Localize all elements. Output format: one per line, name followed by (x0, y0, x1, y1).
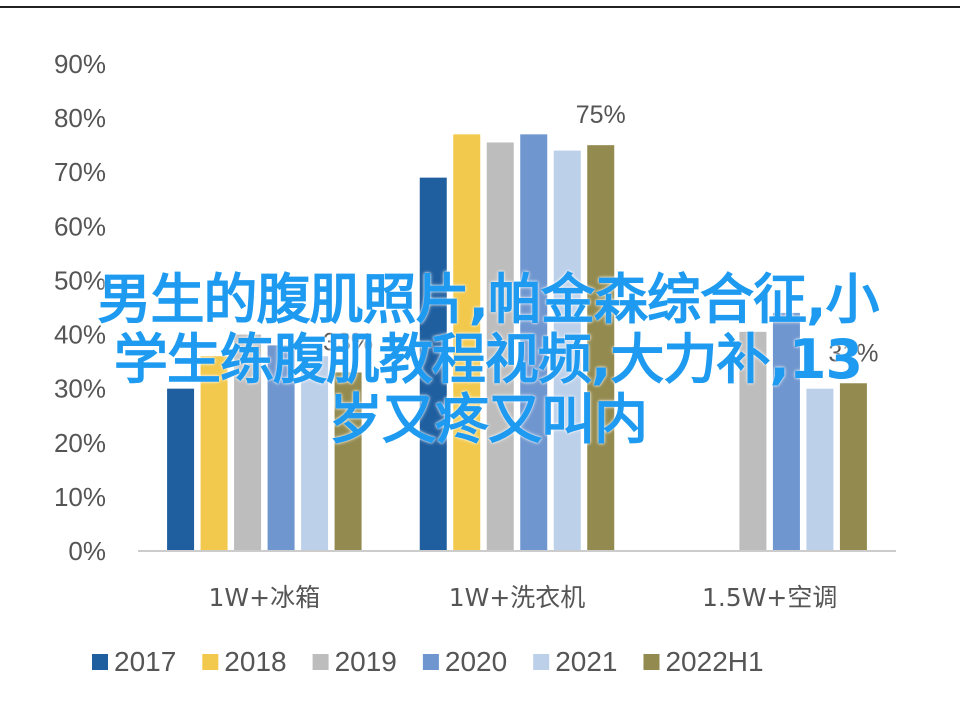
bar-2018-1 (453, 134, 481, 551)
category-label: 1.5W+空调 (702, 583, 837, 612)
legend-label: 2019 (335, 646, 397, 677)
legend-swatch (202, 654, 219, 670)
legend-label: 2017 (114, 646, 176, 677)
bar-2020-1 (520, 134, 548, 551)
top-border (0, 6, 960, 8)
bar-2022H1-1 (587, 145, 615, 551)
bar-2017-0 (167, 388, 195, 551)
bar-2021-1 (553, 150, 581, 552)
bars (167, 134, 867, 552)
legend-swatch (92, 654, 108, 670)
y-tick-label: 0% (68, 536, 106, 566)
bar-2021-0 (301, 356, 329, 551)
y-tick-label: 30% (54, 374, 106, 404)
category-label: 1W+冰箱 (209, 583, 321, 612)
bar-2020-0 (267, 345, 295, 551)
overlay-line-2: 学生练腹肌教程视频,大力补,13 (113, 328, 863, 391)
y-tick-label: 70% (54, 157, 106, 187)
data-labels: 33% 75% 31% (323, 101, 878, 367)
bar-2021-2 (806, 388, 834, 551)
bar-2022H1-0 (334, 372, 362, 551)
y-axis-ticks: 0% 10% 20% 30% 40% 50% 60% 70% 80% 90% (54, 49, 106, 566)
legend-swatch (422, 654, 439, 670)
legend-swatch (643, 654, 660, 670)
legend-label: 2022H1 (665, 646, 763, 677)
bar-2017-1 (419, 177, 447, 551)
y-tick-label: 10% (54, 482, 106, 512)
legend-label: 2020 (445, 646, 507, 677)
legend-swatch (533, 654, 550, 670)
category-labels: 1W+冰箱 1W+洗衣机 1.5W+空调 (209, 583, 838, 612)
bar-2019-1 (486, 142, 514, 551)
bar-2019-2 (739, 331, 767, 551)
legend-label: 2018 (224, 646, 286, 677)
overlay-line-1: 男生的腹肌照片,帕金森综合征,小 (97, 268, 879, 331)
bar-2018-0 (200, 356, 228, 551)
data-label: 75% (576, 101, 626, 129)
data-label: 33% (323, 328, 373, 356)
overlay-text: 男生的腹肌照片,帕金森综合征,小 学生练腹肌教程视频,大力补,13 岁又疼又叫内 (0, 270, 976, 450)
y-tick-label: 40% (54, 320, 106, 350)
bar-2022H1-2 (839, 383, 867, 551)
category-label: 1W+洗衣机 (449, 583, 586, 612)
legend-swatch (312, 654, 329, 670)
data-label: 31% (828, 339, 878, 367)
overlay-line-3: 岁又疼又叫内 (329, 388, 648, 451)
y-tick-label: 60% (54, 211, 106, 241)
y-tick-label: 20% (54, 428, 106, 458)
bar-2020-2 (772, 312, 800, 551)
y-tick-label: 80% (54, 103, 106, 133)
bar-2019-0 (234, 334, 262, 551)
y-tick-label: 50% (54, 265, 106, 295)
legend: 2017 2018 2019 2020 2021 2022H1 (92, 646, 764, 677)
y-tick-label: 90% (54, 49, 106, 79)
legend-label: 2021 (555, 646, 617, 677)
